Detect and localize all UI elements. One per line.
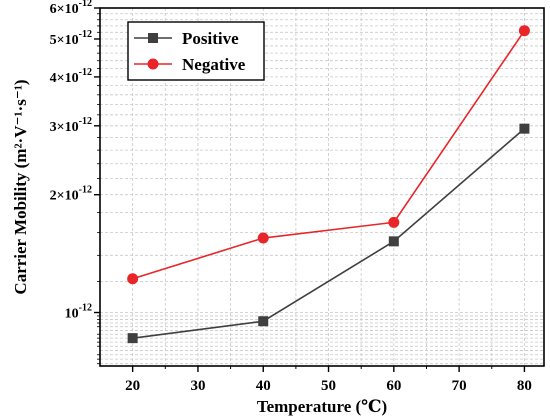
legend: Positive Negative <box>127 21 265 81</box>
x-tick-label: 30 <box>190 378 205 394</box>
y-axis-title: Carrier Mobility (m²·V⁻¹·s⁻¹) <box>11 79 30 294</box>
legend-box <box>127 21 265 81</box>
data-point-positive <box>127 333 138 344</box>
plot-frame <box>99 7 545 367</box>
grid-lines <box>99 7 544 366</box>
y-axis: 10-12 2×10-12 3×10-12 4×10-12 5×10-12 6×10-12 <box>50 0 100 365</box>
series-line-positive <box>132 128 525 339</box>
x-tick-label: 70 <box>452 378 467 394</box>
data-point-positive <box>388 236 399 247</box>
x-axis: 20 30 40 50 60 70 80 <box>125 366 532 394</box>
x-tick-label: 60 <box>386 378 401 394</box>
data-point-negative <box>127 273 139 285</box>
data-point-positive <box>519 123 530 134</box>
y-tick-label: 2×10-12 <box>50 185 92 204</box>
x-axis-title: Temperature (℃) <box>257 397 387 416</box>
y-tick-label: 10-12 <box>65 303 92 322</box>
x-tick-label: 20 <box>125 378 140 394</box>
legend-marker <box>147 58 159 70</box>
legend-marker <box>148 33 158 43</box>
series-line-negative <box>132 30 526 280</box>
y-tick-label: 5×10-12 <box>50 29 92 48</box>
legend-label: Positive <box>182 29 239 48</box>
y-tick-label: 4×10-12 <box>50 67 92 86</box>
series-layer <box>127 25 530 344</box>
x-tick-label: 40 <box>256 378 271 394</box>
data-point-negative <box>518 25 530 37</box>
data-point-negative <box>388 216 400 228</box>
data-point-negative <box>257 232 269 244</box>
x-tick-label: 50 <box>321 378 336 394</box>
y-tick-label: 6×10-12 <box>50 0 92 17</box>
data-point-positive <box>258 316 269 327</box>
x-tick-label: 80 <box>517 378 532 394</box>
legend-label: Negative <box>182 55 246 74</box>
y-tick-label: 3×10-12 <box>50 116 92 135</box>
